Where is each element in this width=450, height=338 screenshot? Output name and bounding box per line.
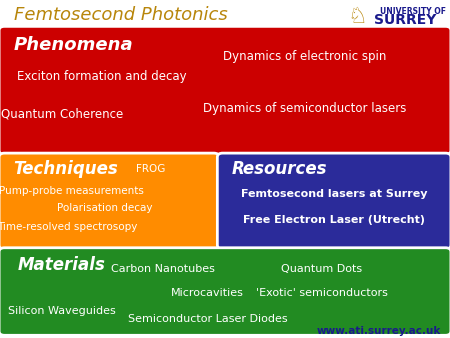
Text: Polarisation decay: Polarisation decay xyxy=(57,203,153,213)
Text: Materials: Materials xyxy=(18,256,106,273)
Text: SURREY: SURREY xyxy=(374,13,437,27)
FancyBboxPatch shape xyxy=(0,248,450,335)
Text: Microcavities: Microcavities xyxy=(171,288,244,298)
Text: Femtosecond Photonics: Femtosecond Photonics xyxy=(14,6,227,24)
FancyBboxPatch shape xyxy=(0,153,219,249)
Text: Silicon Waveguides: Silicon Waveguides xyxy=(8,306,116,316)
Text: www.ati.surrey.ac.uk: www.ati.surrey.ac.uk xyxy=(317,326,441,336)
Text: Techniques: Techniques xyxy=(13,161,117,178)
Text: Dynamics of semiconductor lasers: Dynamics of semiconductor lasers xyxy=(202,102,406,115)
Text: Semiconductor Laser Diodes: Semiconductor Laser Diodes xyxy=(127,314,287,324)
Text: Pump-probe measurements: Pump-probe measurements xyxy=(0,186,144,196)
Text: Time-resolved spectrosopy: Time-resolved spectrosopy xyxy=(0,222,137,233)
Text: 'Exotic' semiconductors: 'Exotic' semiconductors xyxy=(256,288,388,298)
Text: Quantum Dots: Quantum Dots xyxy=(281,264,363,274)
Text: UNIVERSITY OF: UNIVERSITY OF xyxy=(380,7,446,16)
Text: Free Electron Laser (Utrecht): Free Electron Laser (Utrecht) xyxy=(243,215,425,225)
Text: Phenomena: Phenomena xyxy=(14,36,133,54)
FancyBboxPatch shape xyxy=(217,153,450,249)
Text: ♘: ♘ xyxy=(348,7,368,27)
Text: Quantum Coherence: Quantum Coherence xyxy=(1,108,123,121)
Text: Exciton formation and decay: Exciton formation and decay xyxy=(17,70,186,82)
Text: Femtosecond lasers at Surrey: Femtosecond lasers at Surrey xyxy=(241,189,428,199)
Text: Resources: Resources xyxy=(232,161,327,178)
FancyBboxPatch shape xyxy=(0,26,450,154)
Text: FROG: FROG xyxy=(136,165,166,174)
Text: Dynamics of electronic spin: Dynamics of electronic spin xyxy=(223,50,386,63)
Text: Carbon Nanotubes: Carbon Nanotubes xyxy=(111,264,215,274)
